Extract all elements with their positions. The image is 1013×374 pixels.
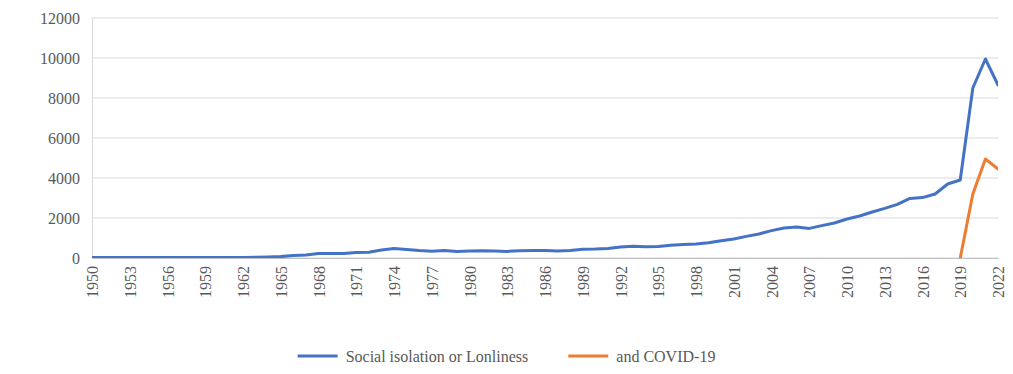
grid-line xyxy=(92,138,998,139)
x-tick-label: 1965 xyxy=(273,266,290,298)
x-tick: 1995 xyxy=(650,258,667,298)
grid-line xyxy=(92,98,998,99)
grid-line xyxy=(92,58,998,59)
x-tick: 1977 xyxy=(424,258,441,298)
series-line xyxy=(92,59,998,258)
x-tick-label: 1968 xyxy=(311,266,328,298)
x-tick-label: 2010 xyxy=(839,266,856,298)
x-tick-label: 1962 xyxy=(235,266,252,298)
x-tick: 1965 xyxy=(273,258,290,298)
x-tick: 1998 xyxy=(688,258,705,298)
x-tick: 1986 xyxy=(537,258,554,298)
x-axis-line xyxy=(93,258,999,259)
x-tick-label: 2013 xyxy=(877,266,894,298)
x-tick: 1980 xyxy=(462,258,479,298)
y-tick: 10000 xyxy=(40,50,92,67)
legend-item: Social isolation or Lonliness xyxy=(298,348,529,365)
y-tick-label: 8000 xyxy=(48,90,80,107)
y-tick: 4000 xyxy=(48,170,92,187)
x-tick: 1971 xyxy=(348,258,365,298)
x-tick: 1953 xyxy=(122,258,139,298)
x-tick-label: 1983 xyxy=(499,266,516,298)
y-tick-label: 2000 xyxy=(48,210,80,227)
y-tick-label: 6000 xyxy=(48,130,80,147)
x-tick: 2007 xyxy=(801,258,818,298)
x-tick: 1983 xyxy=(499,258,516,298)
y-axis-line xyxy=(92,19,93,259)
x-tick: 2016 xyxy=(915,258,932,298)
x-tick-label: 1998 xyxy=(688,266,705,298)
lines xyxy=(92,59,998,258)
x-tick-label: 1992 xyxy=(613,266,630,298)
x-tick-label: 2004 xyxy=(764,266,781,298)
x-tick-label: 1953 xyxy=(122,266,139,298)
grid-line xyxy=(92,18,998,19)
series-line xyxy=(960,159,998,258)
x-tick: 1968 xyxy=(311,258,328,298)
x-tick-label: 2007 xyxy=(801,266,818,298)
x-tick-label: 1977 xyxy=(424,266,441,298)
legend-item: and COVID-19 xyxy=(568,348,715,365)
x-tick: 1974 xyxy=(386,258,403,298)
legend: Social isolation or Lonliness and COVID-1… xyxy=(298,348,716,365)
chart: 0200040006000800010000120001950195319561… xyxy=(0,0,1013,374)
legend-swatch xyxy=(298,355,338,358)
x-tick-label: 2016 xyxy=(915,266,932,298)
x-tick-label: 2019 xyxy=(952,266,969,298)
grid-line xyxy=(92,178,998,179)
x-tick: 1992 xyxy=(613,258,630,298)
x-tick-label: 1986 xyxy=(537,266,554,298)
grid xyxy=(92,18,998,258)
legend-swatch xyxy=(568,355,608,358)
x-tick: 1959 xyxy=(197,258,214,298)
x-tick-label: 1974 xyxy=(386,266,403,298)
y-tick-label: 4000 xyxy=(48,170,80,187)
x-tick-label: 1989 xyxy=(575,266,592,298)
x-tick-label: 1971 xyxy=(348,266,365,298)
x-tick-label: 1995 xyxy=(650,266,667,298)
y-tick: 8000 xyxy=(48,90,92,107)
x-tick-label: 2001 xyxy=(726,266,743,298)
y-tick: 6000 xyxy=(48,130,92,147)
y-tick: 12000 xyxy=(40,10,92,27)
x-tick: 2001 xyxy=(726,258,743,298)
x-tick: 1950 xyxy=(84,258,101,298)
x-axis: 1950 1953 1956 1959 1962 1965 1968 1971 1974 1977… xyxy=(84,258,1007,298)
x-tick: 2010 xyxy=(839,258,856,298)
x-tick: 2013 xyxy=(877,258,894,298)
x-tick: 2004 xyxy=(764,258,781,298)
x-tick: 2022 xyxy=(990,258,1007,298)
x-tick-label: 1980 xyxy=(462,266,479,298)
x-tick: 1956 xyxy=(160,258,177,298)
x-tick-label: 1959 xyxy=(197,266,214,298)
x-tick-label: 2022 xyxy=(990,266,1007,298)
y-axis: 0 2000 4000 6000 8000 10000 12000 xyxy=(40,10,93,267)
x-tick: 1962 xyxy=(235,258,252,298)
x-tick: 1989 xyxy=(575,258,592,298)
y-tick-label: 12000 xyxy=(40,10,80,27)
legend-label: Social isolation or Lonliness xyxy=(346,348,529,365)
legend-label: and COVID-19 xyxy=(616,348,715,365)
x-tick-label: 1950 xyxy=(84,266,101,298)
x-tick: 2019 xyxy=(952,258,969,298)
grid-line xyxy=(92,218,998,219)
y-tick-label: 0 xyxy=(72,250,80,267)
y-tick-label: 10000 xyxy=(40,50,80,67)
plot: 0200040006000800010000120001950195319561… xyxy=(40,10,1007,298)
y-tick: 0 xyxy=(72,250,92,267)
x-tick-label: 1956 xyxy=(160,266,177,298)
y-tick: 2000 xyxy=(48,210,92,227)
